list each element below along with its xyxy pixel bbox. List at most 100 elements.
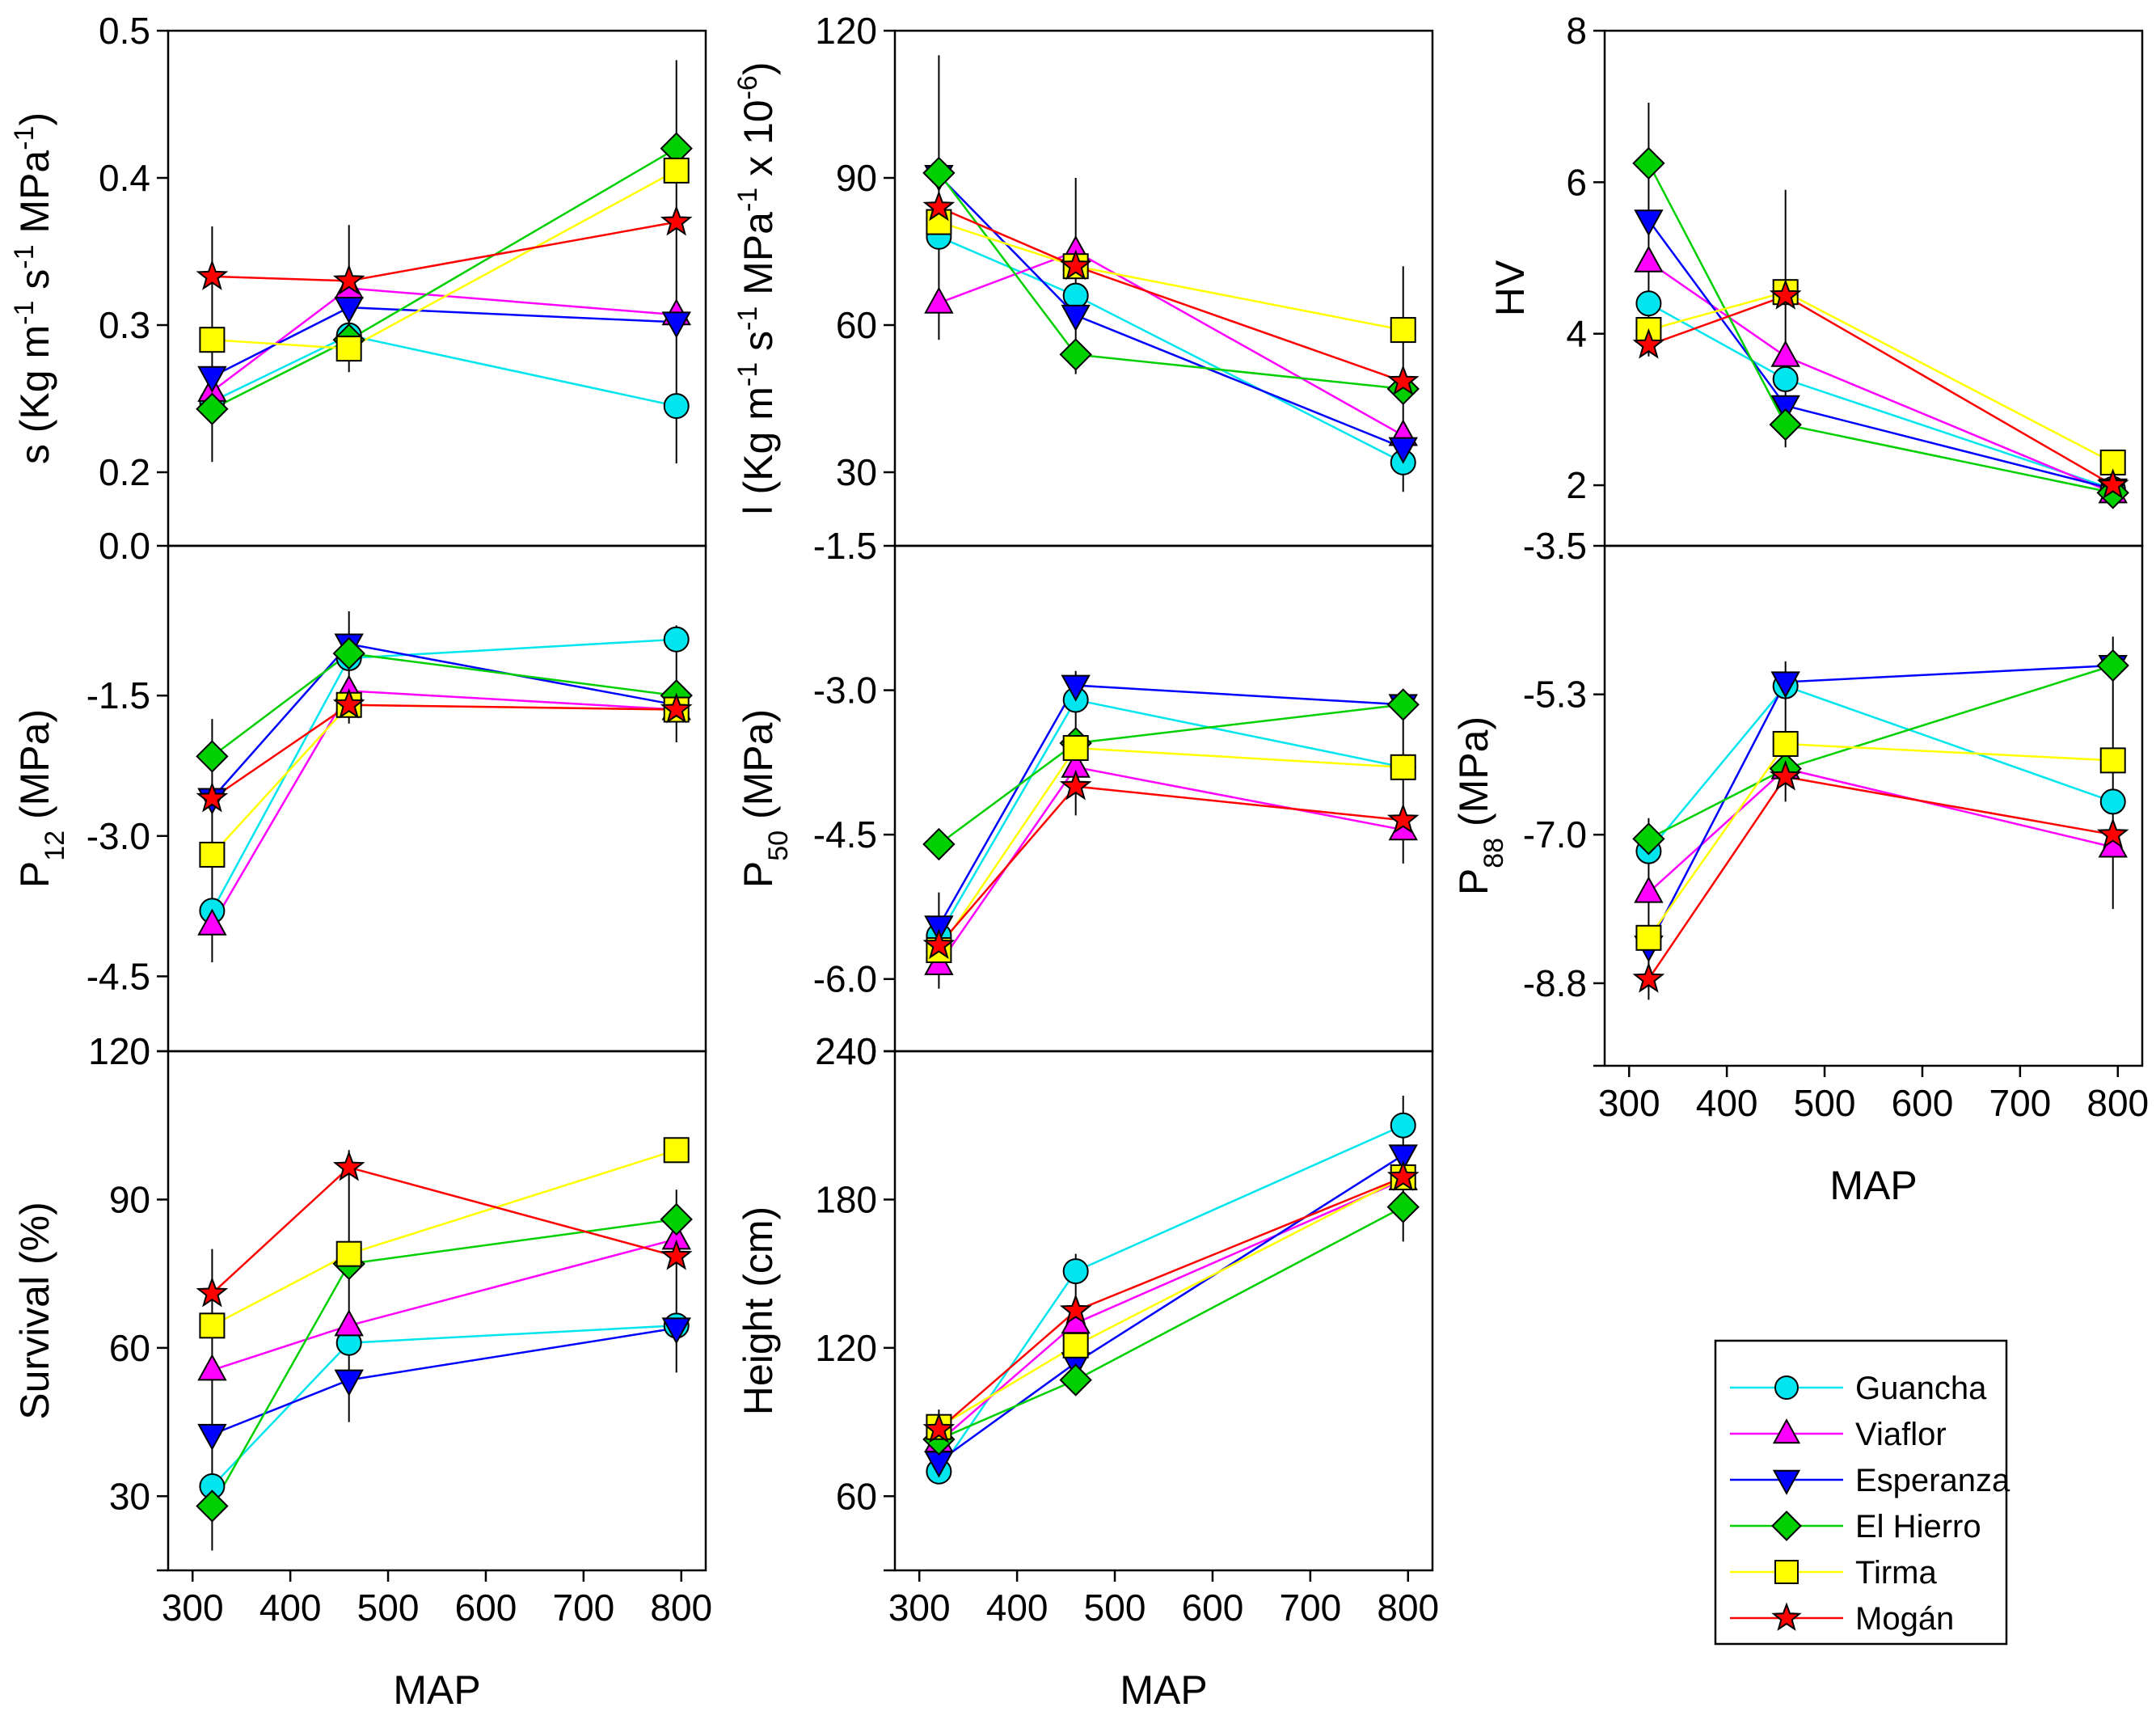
xtick-label-survival: 800 <box>650 1587 712 1629</box>
plot-content-kl <box>922 55 1420 492</box>
data-point-mog-n <box>922 928 956 959</box>
ytick-label-hv: 8 <box>1566 10 1587 52</box>
panel-height: 60 120 180 240 300 400 500 600 700 800 MAP Height (… <box>736 1030 1439 1713</box>
series-line-mog-n <box>212 221 677 282</box>
legend-label: Viaflor <box>1855 1417 1947 1452</box>
data-point-mog-n <box>1059 249 1092 281</box>
series-line-esperanza <box>938 1154 1404 1463</box>
yaxis-label-p50: P50 (MPa) <box>736 709 794 888</box>
series-line-tirma <box>211 704 677 856</box>
xtick-label-height: 500 <box>1084 1587 1146 1629</box>
data-point-el-hierro <box>1632 822 1665 856</box>
plot-content-p12 <box>196 611 693 963</box>
data-point-viaflor <box>197 908 227 936</box>
ytick-label-survival: 60 <box>109 1327 150 1369</box>
series-line-el-hierro <box>938 704 1403 846</box>
series-line-esperanza <box>1648 219 2114 490</box>
xtick-label-p88: 400 <box>1696 1082 1758 1124</box>
ytick-label-height: 120 <box>815 1327 877 1369</box>
series-line-mog-n <box>938 206 1404 382</box>
data-point-esperanza <box>661 311 691 339</box>
yaxis-label-part: s (Kg m <box>12 325 57 464</box>
data-point-tirma <box>1062 1332 1089 1358</box>
data-point-viaflor <box>924 286 954 314</box>
yaxis-label-part: 50 <box>763 830 794 861</box>
series-line-tirma <box>938 746 1403 951</box>
data-point-mog-n <box>1059 1294 1092 1325</box>
series-line-guancha <box>211 334 677 408</box>
yaxis-label-part: s <box>12 269 57 301</box>
data-point-mog-n <box>196 781 229 813</box>
ytick-label-p50: -6.0 <box>813 958 877 1000</box>
data-point-tirma <box>1062 735 1089 761</box>
data-point-esperanza <box>1770 671 1800 699</box>
xaxis-label-survival: MAP <box>393 1667 480 1713</box>
yaxis-label-part: MPa <box>12 150 57 245</box>
ytick-label-p88: -7.0 <box>1523 813 1587 856</box>
series-line-viaflor <box>211 287 677 392</box>
data-point-el-hierro <box>196 1489 229 1523</box>
xtick-label-height: 300 <box>888 1587 951 1629</box>
xtick-label-p88: 700 <box>1989 1082 2051 1124</box>
xaxis-label-height: MAP <box>1120 1667 1207 1713</box>
data-point-el-hierro <box>922 156 956 190</box>
data-point-mog-n <box>922 190 956 222</box>
yaxis-label-part: MPa <box>736 212 781 306</box>
data-point-tirma <box>1390 754 1416 780</box>
yaxis-label-part: -1 <box>732 306 763 331</box>
data-point-viaflor <box>1634 876 1664 903</box>
series-line-mog-n <box>1648 775 2113 980</box>
ytick-bottom-label-ks: 0.0 <box>99 525 150 567</box>
series-line-guancha <box>938 1124 1404 1473</box>
data-point-el-hierro <box>2096 649 2129 682</box>
ytick-label-p12: -1.5 <box>86 674 150 716</box>
ytick-label-kl: 90 <box>836 157 877 199</box>
data-point-tirma <box>335 336 362 362</box>
ytick-label-hv: 2 <box>1566 464 1587 506</box>
legend-marker <box>1774 1375 1799 1400</box>
legend-item: Viaflor <box>1730 1417 1947 1452</box>
data-point-el-hierro <box>332 636 365 670</box>
data-point-tirma <box>1772 730 1799 757</box>
plot-content-ks <box>196 60 693 464</box>
data-point-mog-n <box>2096 818 2129 849</box>
data-point-mog-n <box>1059 769 1092 801</box>
legend-item: Guancha <box>1730 1371 1987 1406</box>
ytick-label-p50: -3.0 <box>813 670 877 712</box>
xtick-label-height: 400 <box>986 1587 1048 1629</box>
yaxis-label-kl: l (Kg m-1 s-1 MPa-1 x 10-6) <box>732 62 781 515</box>
panel-p50: -6.0 -4.5 -3.0 240 P50 (MPa) <box>736 544 1434 1072</box>
panels: 0.20.30.40.50.0s (Kg m-1 s-1 MPa-1)30609… <box>9 10 2149 1713</box>
yaxis-label-part: Survival (%) <box>12 1202 57 1419</box>
data-point-viaflor <box>197 1354 227 1381</box>
panel-p12: -4.5 -3.0 -1.5 120 P12 (MPa) <box>12 544 707 1072</box>
yaxis-label-part: -1 <box>9 126 40 150</box>
plot-frame-p12 <box>167 544 707 1053</box>
panel-ks: 0.20.30.40.50.0s (Kg m-1 s-1 MPa-1) <box>9 10 707 567</box>
plot-frame-survival <box>167 1050 707 1572</box>
yaxis-label-part: P <box>736 861 781 888</box>
data-point-tirma <box>199 841 226 868</box>
data-point-mog-n <box>1769 279 1802 310</box>
series-line-esperanza <box>211 643 677 800</box>
legend-frame <box>1714 1339 2008 1646</box>
plot-content-height <box>922 1096 1420 1485</box>
data-point-tirma <box>199 1312 226 1339</box>
yaxis-label-p12: P12 (MPa) <box>12 709 70 888</box>
data-point-guancha <box>663 393 690 420</box>
ytick-label-kl: 30 <box>836 451 877 493</box>
panel-hv: 2 4 6 8 -3.5 HV <box>1487 10 2144 567</box>
data-point-viaflor <box>1634 245 1664 273</box>
data-point-tirma <box>335 1240 362 1267</box>
xtick-label-height: 600 <box>1182 1587 1244 1629</box>
data-point-esperanza <box>334 297 364 324</box>
xtick-label-p88: 300 <box>1598 1082 1660 1124</box>
yaxis-label-part: (MPa) <box>12 709 57 830</box>
yaxis-label-part: P <box>12 861 57 888</box>
yaxis-label-part: 88 <box>1479 838 1509 868</box>
ytick-label-height: 180 <box>815 1178 877 1220</box>
yaxis-label-part: 12 <box>40 830 70 861</box>
series-line-el-hierro <box>211 1218 677 1507</box>
xtick-label-survival: 500 <box>357 1587 420 1629</box>
